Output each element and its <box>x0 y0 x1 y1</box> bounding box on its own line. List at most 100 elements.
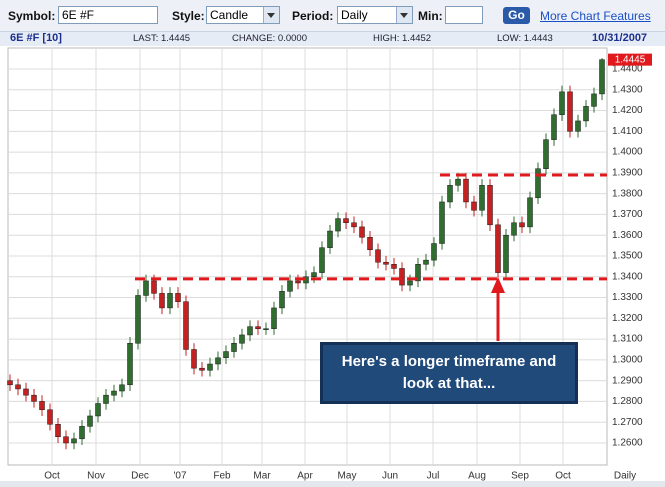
y-tick-label: 1.2900 <box>612 375 643 386</box>
info-low: LOW: 1.4443 <box>497 33 553 44</box>
candle-body <box>575 120 581 132</box>
candle-body <box>143 280 149 296</box>
y-tick-label: 1.3600 <box>612 230 643 241</box>
candle-body <box>503 234 509 273</box>
candle-body <box>175 293 181 302</box>
candle-body <box>111 390 117 396</box>
y-tick-label: 1.3900 <box>612 168 643 179</box>
candle-body <box>151 280 157 294</box>
candle-body <box>63 436 69 444</box>
y-tick-label: 1.3700 <box>612 209 643 220</box>
candle-body <box>287 280 293 292</box>
y-tick-label: 1.4100 <box>612 126 643 137</box>
scrollbar <box>0 481 665 487</box>
callout: Here's a longer timeframe and look at th… <box>320 342 578 404</box>
period-select[interactable]: Daily <box>337 6 413 24</box>
style-label: Style: <box>172 9 205 23</box>
candle-body <box>399 268 405 286</box>
y-tick-label: 1.4000 <box>612 147 643 158</box>
candle-body <box>319 247 325 273</box>
toolbar: Symbol: 6E #F Style: Candle Period: Dail… <box>0 0 665 32</box>
last-price-label: 1.4445 <box>615 54 646 65</box>
y-tick-label: 1.3500 <box>612 251 643 262</box>
candle-body <box>119 384 125 392</box>
candle-body <box>351 222 357 228</box>
candle-body <box>335 218 341 232</box>
candle-body <box>215 357 221 365</box>
candle-body <box>167 293 173 309</box>
period-label: Period: <box>292 9 334 23</box>
style-select[interactable]: Candle <box>206 6 280 24</box>
candle-body <box>87 415 93 427</box>
y-tick-label: 1.3200 <box>612 313 643 324</box>
y-tick-label: 1.2600 <box>612 438 643 449</box>
candle-body <box>47 409 53 425</box>
y-tick-label: 1.3100 <box>612 334 643 345</box>
candle-body <box>407 280 413 286</box>
candle-body <box>271 307 277 329</box>
candle-body <box>95 403 101 417</box>
x-tick-label: Jun <box>382 471 398 482</box>
candle-body <box>103 394 109 404</box>
candle-body <box>423 259 429 265</box>
x-tick-label: Nov <box>87 471 105 482</box>
y-tick-label: 1.3400 <box>612 271 643 282</box>
arrow-head <box>491 277 505 293</box>
min-input[interactable] <box>445 6 483 24</box>
x-tick-label: Dec <box>131 471 149 482</box>
x-tick-label: May <box>338 471 357 482</box>
candle-body <box>431 243 437 261</box>
candle-body <box>583 106 589 122</box>
candle-body <box>255 326 261 329</box>
candle-body <box>79 426 85 440</box>
candle-body <box>191 349 197 369</box>
candle-body <box>559 91 565 115</box>
candle-body <box>495 224 501 273</box>
more-link[interactable]: More Chart Features <box>540 9 651 23</box>
candle-body <box>23 388 29 396</box>
symbol-input[interactable]: 6E #F <box>58 6 158 24</box>
candle-body <box>487 185 493 226</box>
candle-body <box>415 264 421 282</box>
candle-body <box>439 201 445 244</box>
symbol-label: Symbol: <box>8 9 56 23</box>
candle-body <box>183 301 189 350</box>
x-tick-label: Mar <box>253 471 271 482</box>
y-tick-label: 1.4300 <box>612 84 643 95</box>
go-button[interactable]: Go <box>503 7 530 24</box>
candle-body <box>359 226 365 238</box>
candle-body <box>239 334 245 344</box>
x-axis-label: Daily <box>614 471 636 482</box>
y-tick-label: 1.3800 <box>612 188 643 199</box>
candle-body <box>375 249 381 263</box>
info-last: LAST: 1.4445 <box>133 33 191 44</box>
candle-body <box>367 237 373 250</box>
candle-body <box>15 384 21 390</box>
candle-body <box>479 185 485 211</box>
candle-body <box>543 139 549 169</box>
y-tick-label: 1.2800 <box>612 396 643 407</box>
x-tick-label: Oct <box>44 471 60 482</box>
candle-body <box>471 201 477 211</box>
candle-body <box>231 342 237 352</box>
candle-body <box>519 222 525 228</box>
candle-body <box>463 178 469 203</box>
candle-body <box>159 293 165 309</box>
candle-body <box>55 424 61 437</box>
candle-body <box>31 394 37 402</box>
candle-body <box>263 328 269 330</box>
x-tick-label: Feb <box>213 471 231 482</box>
candle-body <box>247 326 253 336</box>
x-tick-label: Apr <box>297 471 313 482</box>
info-date: 10/31/2007 <box>592 32 648 44</box>
candle-body <box>223 351 229 359</box>
candle-body <box>135 295 141 344</box>
x-tick-label: '07 <box>173 471 186 482</box>
candle-body <box>343 218 349 223</box>
info-bar: 6E #F [10] LAST: 1.4445 CHANGE: 0.0000 H… <box>0 32 665 46</box>
info-change: CHANGE: 0.0000 <box>232 33 307 44</box>
candle-body <box>551 114 557 140</box>
